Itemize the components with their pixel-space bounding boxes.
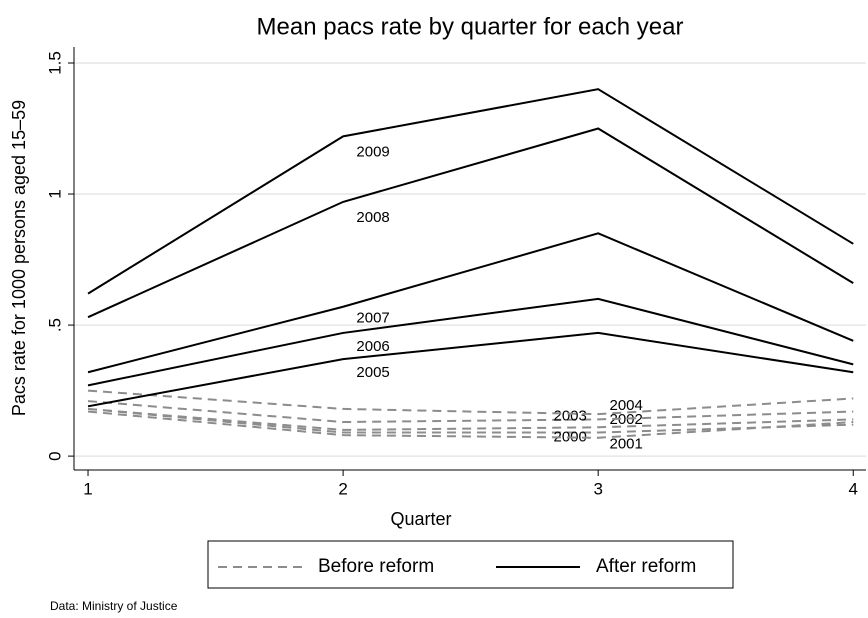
series-line: [87, 297, 854, 387]
x-tick-label: 1: [83, 479, 92, 498]
legend-label: After reform: [596, 556, 696, 577]
x-tick-label: 3: [593, 479, 602, 498]
series-label: 2003: [553, 407, 586, 424]
series-line: [87, 127, 854, 319]
series-label: 2007: [356, 310, 389, 327]
x-axis-title: Quarter: [390, 509, 451, 529]
series-label: 2006: [356, 338, 389, 355]
y-tick-label: 1: [45, 189, 64, 198]
y-tick-label: .5: [45, 318, 64, 332]
series-label: 2004: [609, 397, 642, 414]
x-tick-label: 2: [338, 479, 347, 498]
legend-box: [207, 540, 734, 589]
chart-title: Mean pacs rate by quarter for each year: [257, 13, 684, 40]
note: Data: Ministry of Justice: [50, 599, 178, 613]
series-label: 2008: [356, 209, 389, 226]
series-label: 2005: [356, 364, 389, 381]
series-line: [87, 331, 854, 408]
series-line: [87, 232, 854, 374]
series-label: 2002: [609, 411, 642, 428]
legend-label: Before reform: [318, 556, 434, 577]
series-line: [87, 400, 854, 424]
series-line: [87, 410, 854, 439]
y-tick-label: 0: [45, 451, 64, 460]
series-line: [87, 389, 854, 416]
series-label: 2001: [609, 436, 642, 453]
series-label: 2009: [356, 143, 389, 160]
series-line: [87, 88, 854, 295]
series-line: [87, 407, 854, 431]
x-tick-label: 4: [849, 479, 858, 498]
y-tick-label: 1.5: [45, 51, 64, 75]
y-axis-title: Pacs rate for 1000 persons aged 15–59: [9, 100, 29, 416]
series-line: [87, 407, 854, 434]
